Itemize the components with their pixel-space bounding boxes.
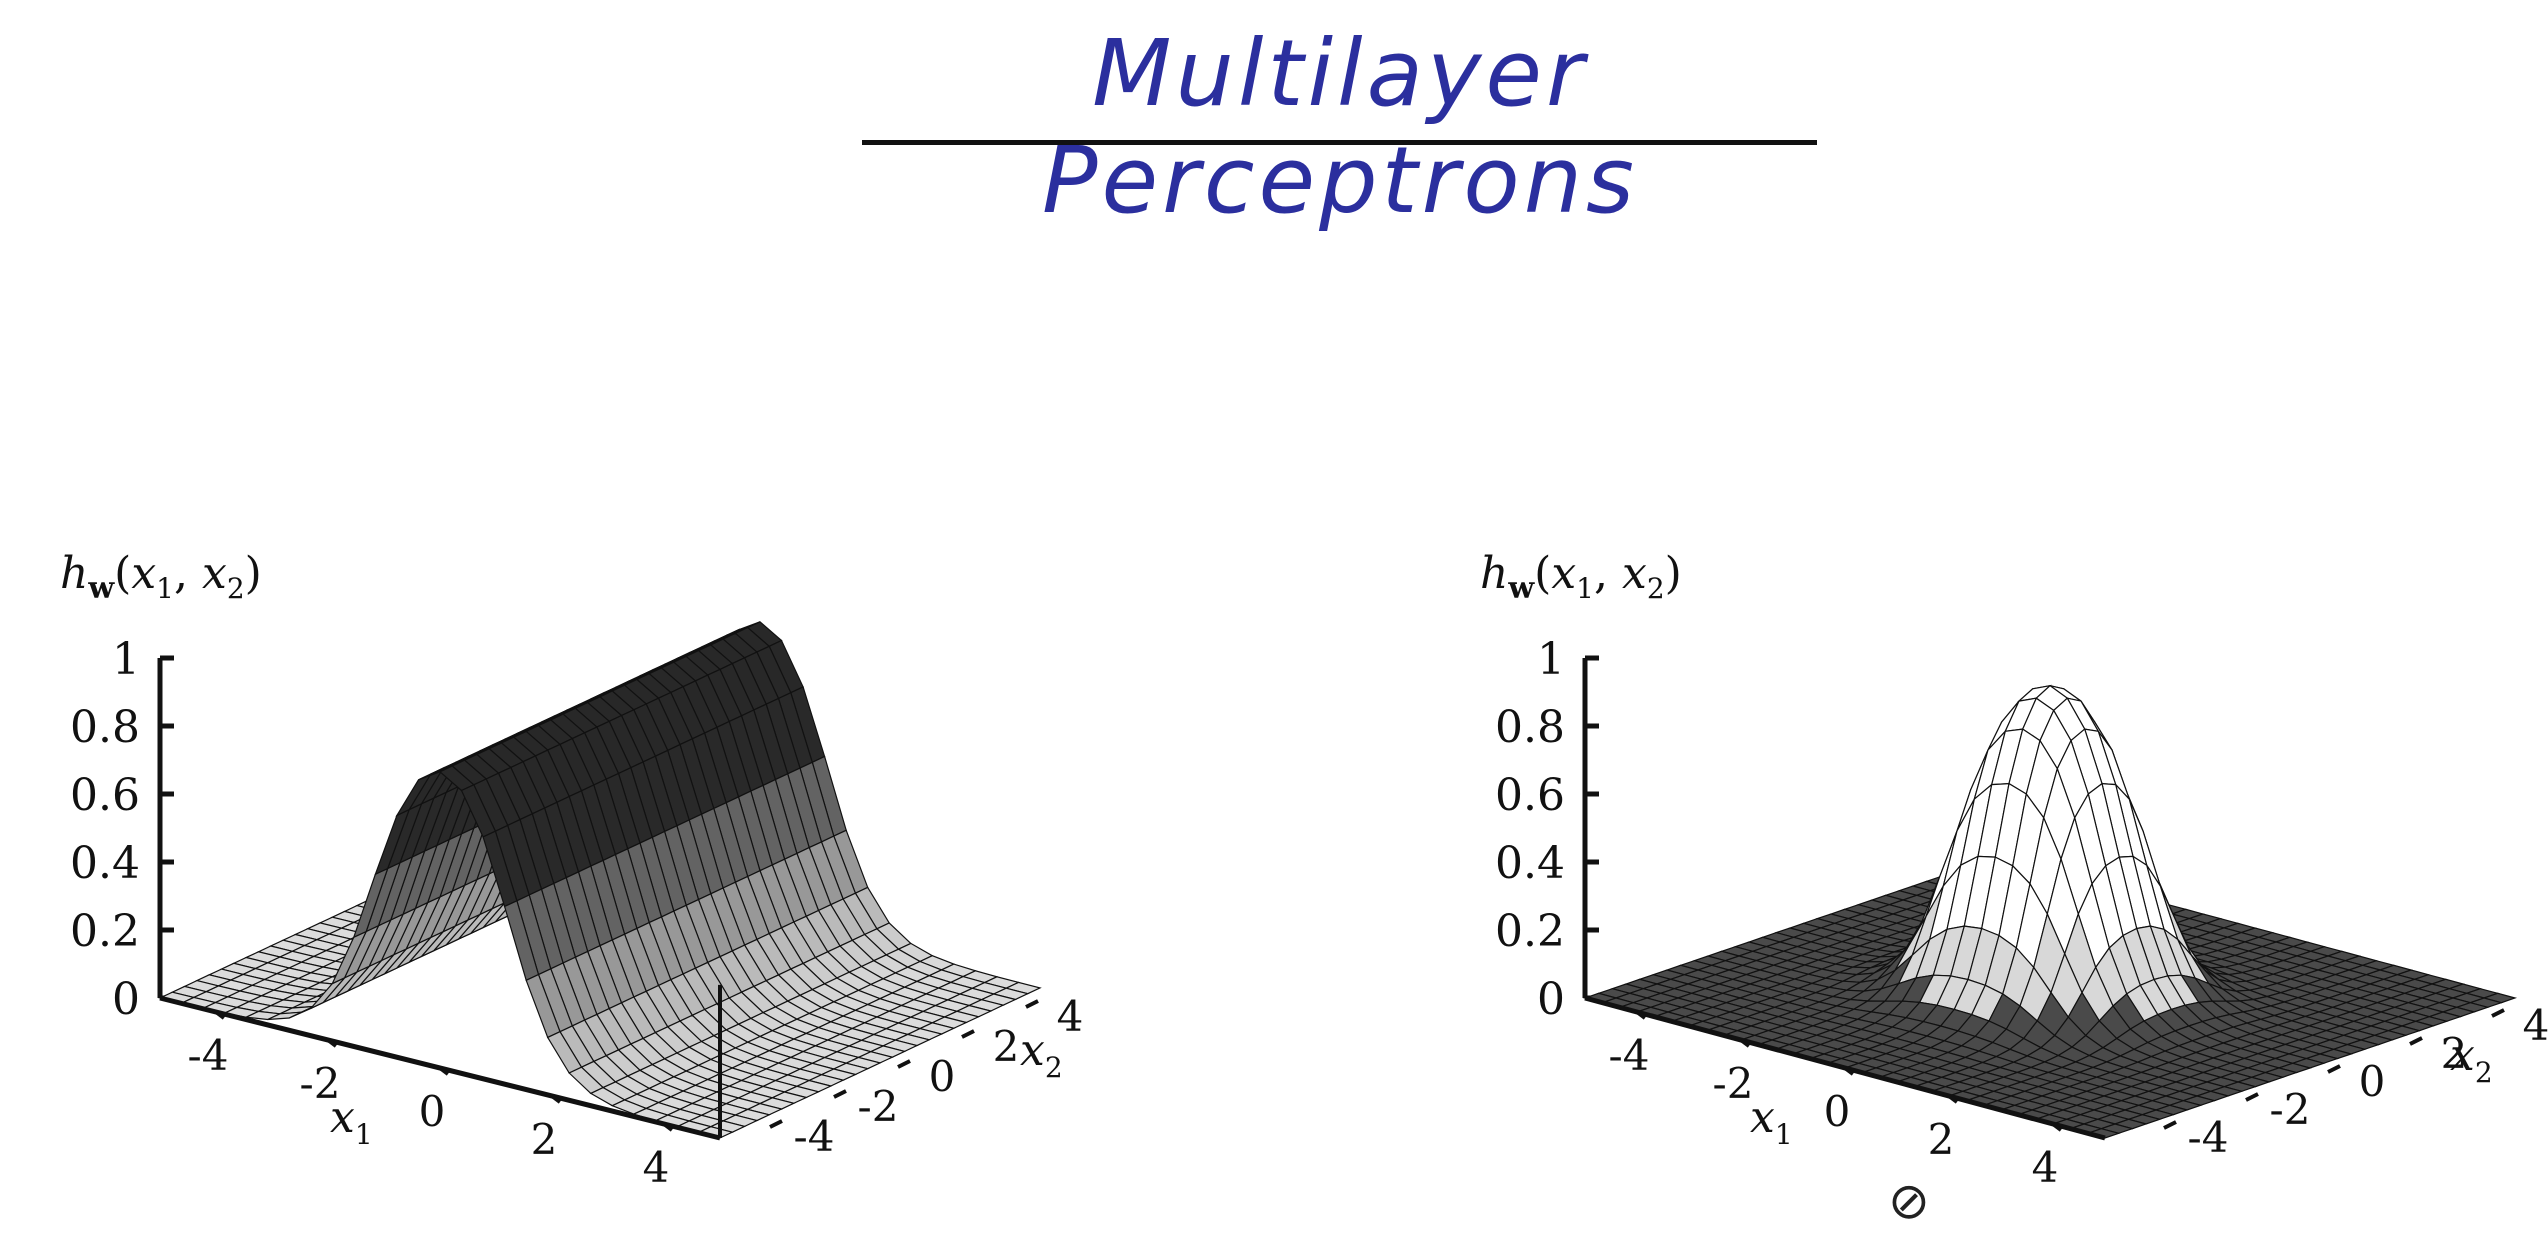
z-tick-label: 0.6 bbox=[70, 770, 140, 821]
x1-tick-label: 2 bbox=[531, 1115, 558, 1164]
title-underline bbox=[862, 140, 1817, 145]
x1-tick-label: 4 bbox=[2032, 1143, 2059, 1192]
x2-tick-mark bbox=[2409, 1036, 2423, 1046]
x2-tick-mark bbox=[897, 1059, 911, 1069]
x1-tick-mark bbox=[2051, 1122, 2063, 1132]
x1-axis-label: x1 bbox=[330, 1092, 373, 1151]
z-tick-label: 0.8 bbox=[1495, 702, 1565, 753]
x2-tick-mark bbox=[961, 1029, 975, 1039]
x2-tick-label: 0 bbox=[2359, 1057, 2386, 1106]
x1-tick-label: -4 bbox=[188, 1031, 229, 1080]
x2-tick-label: -4 bbox=[2188, 1113, 2229, 1162]
x2-axis-label: x2 bbox=[2450, 1030, 2493, 1089]
x2-tick-label: 2 bbox=[993, 1022, 1020, 1071]
x1-tick-mark bbox=[1635, 1010, 1647, 1020]
x1-tick-label: -2 bbox=[300, 1059, 341, 1108]
x2-tick-mark bbox=[2245, 1092, 2259, 1102]
x1-tick-mark bbox=[550, 1094, 562, 1104]
bump-surface-svg: 1 0.8 0.6 0.4 0.2 0 hw(x1, x2) -4 -2 0 2 4 x1 -4 -2 0 2 4… bbox=[1480, 548, 2548, 1192]
x1-tick-label: 4 bbox=[643, 1143, 670, 1192]
x2-tick-label: 4 bbox=[2523, 1001, 2548, 1050]
z-tick-label: 0.8 bbox=[70, 702, 140, 753]
bump-surface-chart: 1 0.8 0.6 0.4 0.2 0 hw(x1, x2) -4 -2 0 2 4 x1 -4 -2 0 2 4… bbox=[1420, 520, 2548, 1240]
x2-tick-label: -2 bbox=[858, 1082, 899, 1131]
x2-tick-mark bbox=[2327, 1064, 2341, 1074]
slide-title: Multilayer Perceptrons bbox=[1042, 20, 1638, 234]
x2-tick-label: -2 bbox=[2270, 1085, 2311, 1134]
x1-tick-label: 0 bbox=[419, 1087, 446, 1136]
x1-tick-mark bbox=[1947, 1094, 1959, 1104]
x1-tick-mark bbox=[662, 1122, 674, 1132]
x1-tick-label: 2 bbox=[1928, 1115, 1955, 1164]
x2-tick-label: 2 bbox=[2441, 1029, 2468, 1078]
z-tick-label: 0.4 bbox=[70, 838, 140, 889]
footer-symbol: ⊘ bbox=[1888, 1172, 1930, 1230]
z-tick-label: 0.2 bbox=[70, 906, 140, 957]
x1-tick-mark bbox=[214, 1010, 226, 1020]
x2-axis-label: x2 bbox=[1020, 1025, 1063, 1084]
x2-tick-mark bbox=[2163, 1120, 2177, 1130]
x2-tick-label: 4 bbox=[1057, 992, 1084, 1041]
x2-tick-mark bbox=[2491, 1008, 2505, 1018]
z-tick-label: 0.4 bbox=[1495, 838, 1565, 889]
x2-tick-mark bbox=[833, 1089, 847, 1099]
x1-tick-label: -4 bbox=[1609, 1031, 1650, 1080]
ridge-surface-chart: 1 0.8 0.6 0.4 0.2 0 hw(x1, x2) -4 -2 0 2 4 x1 -4 -2 0 2 4… bbox=[0, 520, 1180, 1240]
z-axis-label: hw(x1, x2) bbox=[60, 548, 262, 606]
x2-tick-label: 0 bbox=[929, 1052, 956, 1101]
z-tick-label: 0 bbox=[112, 974, 140, 1025]
x2-tick-mark bbox=[769, 1119, 783, 1129]
z-tick-label: 1 bbox=[112, 634, 140, 685]
z-axis-label: hw(x1, x2) bbox=[1480, 548, 1682, 606]
x2-tick-mark bbox=[1025, 999, 1039, 1009]
z-tick-label: 0.2 bbox=[1495, 906, 1565, 957]
x1-tick-label: 0 bbox=[1824, 1087, 1851, 1136]
x1-tick-label: -2 bbox=[1713, 1059, 1754, 1108]
x1-tick-mark bbox=[1843, 1066, 1855, 1076]
x1-tick-mark bbox=[326, 1038, 338, 1048]
z-tick-label: 0.6 bbox=[1495, 770, 1565, 821]
x1-tick-mark bbox=[438, 1066, 450, 1076]
x2-tick-label: -4 bbox=[794, 1112, 835, 1161]
surface-mesh bbox=[158, 621, 1042, 1139]
z-tick-label: 1 bbox=[1537, 634, 1565, 685]
z-tick-label: 0 bbox=[1537, 974, 1565, 1025]
x1-tick-mark bbox=[1739, 1038, 1751, 1048]
x1-axis-label: x1 bbox=[1750, 1092, 1793, 1151]
surface-mesh bbox=[1582, 684, 2518, 1139]
